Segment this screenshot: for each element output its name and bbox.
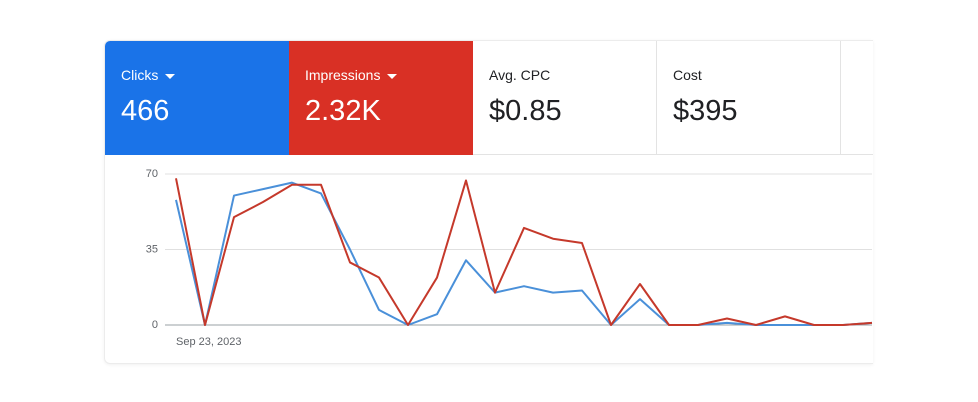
metric-tile[interactable]: Clicks 466 xyxy=(105,41,289,155)
series-line xyxy=(175,181,873,326)
metrics-panel: Clicks 466 Impressions 2.32K Avg. CPC $0… xyxy=(104,40,873,364)
metric-value: 466 xyxy=(121,95,170,127)
metric-tile[interactable]: Avg. CPC $0.85 xyxy=(473,41,657,155)
y-tick-label: 70 xyxy=(146,168,158,180)
x-tick-label: Sep 23, 2023 xyxy=(176,336,241,348)
metric-label: Impressions xyxy=(305,67,398,83)
metric-tile[interactable] xyxy=(841,41,873,155)
metric-label: Avg. CPC xyxy=(489,67,551,83)
metric-tile[interactable]: Cost $395 xyxy=(657,41,841,155)
metric-value: $0.85 xyxy=(489,95,562,127)
y-tick-label: 0 xyxy=(152,319,158,331)
metric-label-text: Impressions xyxy=(305,67,381,83)
metric-value: $395 xyxy=(673,95,738,127)
series-line xyxy=(175,178,873,326)
metric-label-text: Clicks xyxy=(121,67,159,83)
dropdown-caret xyxy=(387,73,398,79)
y-tick-label: 35 xyxy=(146,243,158,255)
metric-label: Clicks xyxy=(121,67,176,83)
metric-value: 2.32K xyxy=(305,95,381,127)
metric-label: Cost xyxy=(673,67,702,83)
dropdown-caret xyxy=(165,73,176,79)
metric-tile[interactable]: Impressions 2.32K xyxy=(289,41,473,155)
